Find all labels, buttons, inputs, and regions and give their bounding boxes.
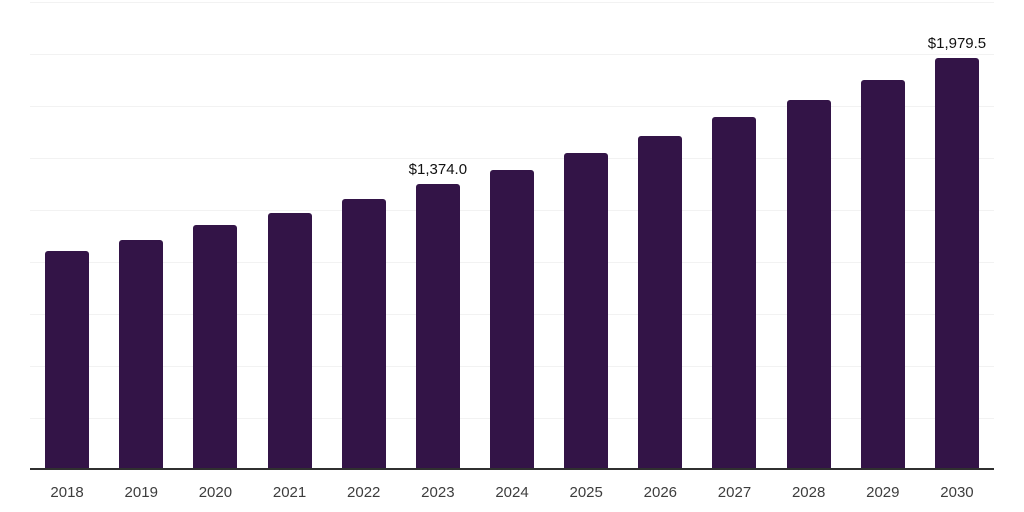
bar-2026 [638, 136, 683, 470]
x-tick-2029: 2029 [866, 484, 900, 501]
x-axis-line [30, 468, 994, 470]
bar-2027 [712, 117, 757, 470]
x-tick-2020: 2020 [198, 484, 233, 501]
gridline-2000 [30, 54, 994, 55]
x-tick-2018: 2018 [50, 484, 84, 501]
bar-2020 [193, 225, 238, 470]
bar-2021 [267, 213, 312, 470]
bar-column-2027 [697, 2, 771, 470]
bar-column-2024 [475, 2, 549, 470]
bar-column-2020 [178, 2, 252, 470]
x-tick-2022: 2022 [347, 484, 381, 501]
bar-2025 [564, 153, 609, 470]
plot-area: $1,374.0 $1,979.5 [30, 2, 994, 470]
x-axis-tick-labels: 2018 2019 2020 2021 2022 2023 2024 2025 2026 2027… [30, 470, 994, 512]
x-tick-2024: 2024 [495, 484, 529, 501]
bar-2019 [119, 240, 164, 470]
bars-row: $1,374.0 $1,979.5 [30, 2, 994, 470]
bar-column-2023: $1,374.0 [401, 2, 475, 470]
gridline-1750 [30, 106, 994, 107]
x-tick-2028: 2028 [791, 484, 826, 501]
x-tick-2019: 2019 [124, 484, 158, 501]
gridline-1500 [30, 158, 994, 159]
bar-2018 [45, 251, 90, 470]
bar-2022 [341, 199, 386, 470]
bar-2030: $1,979.5 [928, 35, 986, 470]
bar-column-2022 [327, 2, 401, 470]
bar-2023: $1,374.0 [409, 161, 467, 470]
bar-2028 [786, 100, 831, 470]
bar-column-2019 [104, 2, 178, 470]
gridline-2250 [30, 2, 994, 3]
x-tick-2021: 2021 [272, 484, 307, 501]
x-tick-2025: 2025 [569, 484, 603, 501]
bar-column-2026 [623, 2, 697, 470]
bar-2029 [860, 80, 905, 470]
bar-column-2025 [549, 2, 623, 470]
bar-column-2021 [252, 2, 326, 470]
x-tick-2027: 2027 [717, 484, 752, 501]
x-tick-2026: 2026 [643, 484, 678, 501]
bar-column-2029 [846, 2, 920, 470]
x-tick-2023: 2023 [421, 484, 455, 501]
data-label-2030: $1,979.5 [927, 35, 987, 52]
data-label-2023: $1,374.0 [408, 161, 468, 178]
bar-column-2018 [30, 2, 104, 470]
bar-column-2030: $1,979.5 [920, 2, 994, 470]
x-tick-2030: 2030 [940, 484, 974, 501]
bar-column-2028 [772, 2, 846, 470]
bar-2024 [490, 170, 535, 470]
